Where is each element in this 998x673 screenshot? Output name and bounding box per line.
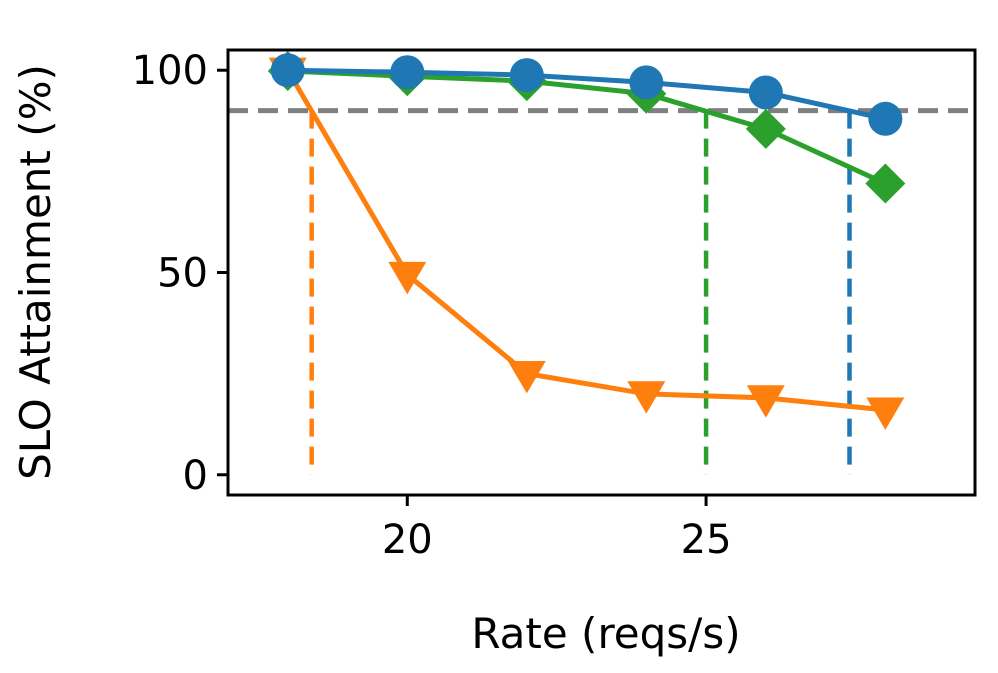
plot-clipped-group <box>228 51 975 475</box>
x-tick-label-1: 25 <box>681 517 732 563</box>
series-line-green-diamond <box>287 68 887 186</box>
series-line-orange-triangle <box>285 68 886 413</box>
data-point-blue-circle-2 <box>509 58 544 93</box>
data-point-green-diamond-5 <box>865 163 906 204</box>
data-point-orange-triangle-5 <box>866 397 905 430</box>
data-point-blue-circle-0 <box>270 53 305 88</box>
y-tick-label-2: 100 <box>132 48 208 94</box>
x-tick-label-0: 20 <box>382 517 433 563</box>
plot-layer <box>228 51 975 475</box>
y-axis-label: SLO Attainment (%) <box>11 64 60 480</box>
data-point-blue-circle-5 <box>868 101 903 136</box>
plot-frame <box>226 48 977 497</box>
data-point-green-diamond-4 <box>745 108 786 149</box>
y-tick-label-0: 0 <box>183 453 208 499</box>
data-point-orange-triangle-1 <box>388 261 427 295</box>
data-point-blue-circle-4 <box>748 75 783 110</box>
data-point-orange-triangle-4 <box>746 385 785 418</box>
y-tick-label-1: 50 <box>157 251 208 297</box>
data-point-orange-triangle-3 <box>627 381 666 414</box>
series-line-blue-circle <box>287 67 886 122</box>
data-point-orange-triangle-2 <box>507 361 546 394</box>
ticks-layer: 20 25 0 50 100 <box>132 48 732 563</box>
data-point-blue-circle-3 <box>629 65 664 100</box>
data-point-blue-circle-1 <box>390 55 425 90</box>
x-axis-label: Rate (reqs/s) <box>471 609 740 658</box>
